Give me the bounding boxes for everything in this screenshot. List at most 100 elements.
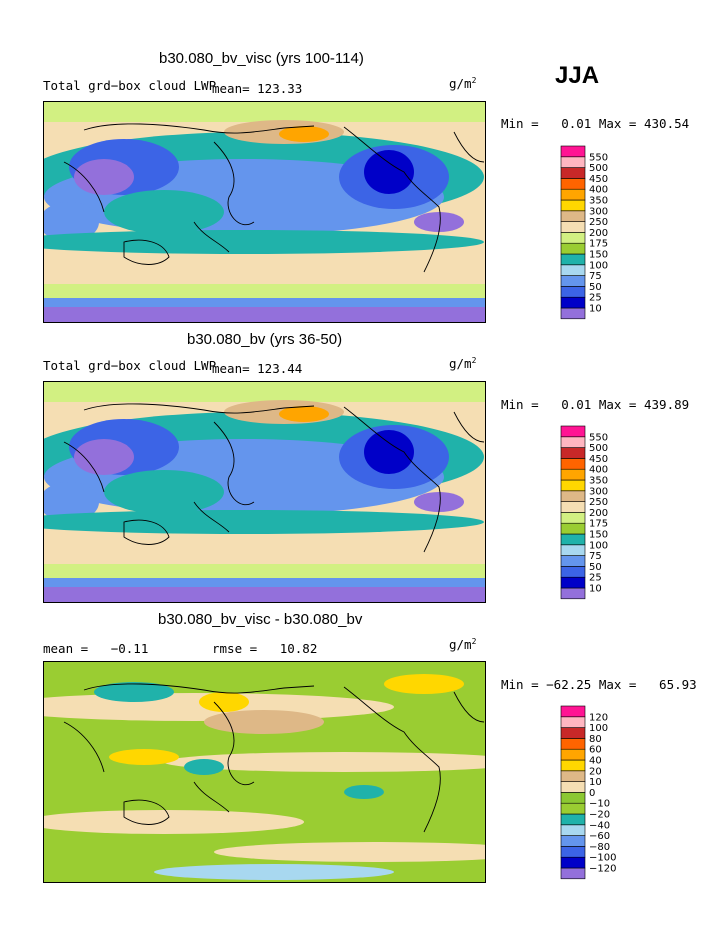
colorbar-label: 75 [589, 551, 602, 562]
colorbar-box [560, 867, 586, 880]
colorbar-label: 250 [589, 497, 608, 508]
colorbar-box [560, 716, 586, 728]
colorbar-box [560, 156, 586, 168]
colorbar-label: 150 [589, 530, 608, 541]
colorbar-box [560, 468, 586, 481]
colorbar-label: 300 [589, 486, 608, 497]
colorbar-box [560, 167, 586, 179]
colorbar-label: 175 [589, 239, 608, 250]
contour-region [414, 492, 464, 512]
colorbar-box [560, 221, 586, 233]
panel3-colorbar: −120 −100 −80 −60 −40 −20 −10 0 10 20 40 60 80 100 120 [560, 705, 616, 880]
colorbar-label: −60 [589, 831, 610, 842]
colorbar-box [560, 145, 586, 158]
colorbar-label: 0 [589, 788, 595, 799]
coastline [63, 441, 105, 493]
colorbar-label: 350 [589, 196, 608, 207]
coastline [453, 411, 485, 443]
contour-region [44, 382, 485, 402]
colorbar-box [560, 522, 586, 535]
colorbar-box [560, 544, 586, 556]
colorbar-box [560, 802, 586, 815]
colorbar-label: −40 [589, 820, 610, 831]
colorbar-box [560, 781, 586, 793]
panel2-colorbar: 10 25 50 75 100 150 175 200 250 300 350 400 450 500 55… [560, 425, 608, 600]
colorbar-label: 350 [589, 476, 608, 487]
colorbar-box [560, 286, 586, 298]
colorbar-label: −80 [589, 842, 610, 853]
colorbar-box [560, 792, 586, 804]
panel3-units: g/m [449, 637, 472, 653]
panel1-units-label: g/m2 [449, 76, 476, 91]
colorbar-box [560, 178, 586, 190]
panel2-title: b30.080_bv (yrs 36-50) [187, 331, 343, 348]
coastline [83, 123, 315, 134]
colorbar-label: 550 [589, 432, 608, 443]
colorbar-label: 10 [589, 584, 602, 595]
coastline [63, 721, 105, 773]
colorbar-label: 80 [589, 734, 602, 745]
colorbar-box [560, 490, 586, 502]
coastline [213, 701, 255, 785]
colorbar-label: 450 [589, 174, 608, 185]
colorbar-label: 200 [589, 228, 608, 239]
coastline [193, 781, 230, 813]
colorbar-box [560, 232, 586, 244]
contour-region [164, 752, 485, 772]
colorbar-label: 10 [589, 777, 602, 788]
colorbar-label: −120 [589, 864, 616, 875]
contour-region [94, 682, 174, 702]
colorbar-box [560, 264, 586, 276]
colorbar-box [560, 759, 586, 772]
panel2-variable-label: Total grd−box cloud LWP [43, 358, 217, 373]
contour-region [184, 759, 224, 775]
colorbar-box [560, 188, 586, 201]
contour-region [104, 190, 224, 234]
contour-region [154, 864, 394, 880]
colorbar-box [560, 296, 586, 309]
colorbar-label: 150 [589, 250, 608, 261]
contour-region [279, 126, 329, 142]
colorbar-box [560, 436, 586, 448]
contour-region [109, 749, 179, 765]
coastline [123, 239, 170, 265]
colorbar-box [560, 501, 586, 513]
colorbar-label: 20 [589, 766, 602, 777]
panel1-mean-label: mean= 123.33 [212, 81, 303, 96]
colorbar-box [560, 479, 586, 492]
panel3-minmax-stats: Min = −62.25 Max = 65.93 [501, 677, 697, 692]
coastline [63, 161, 105, 213]
colorbar-box [560, 242, 586, 255]
panel3-units-exp: 2 [471, 637, 477, 646]
colorbar-label: 400 [589, 465, 608, 476]
panel3-title: b30.080_bv_visc - b30.080_bv [158, 611, 363, 628]
colorbar-box [560, 770, 586, 782]
colorbar-box [560, 447, 586, 459]
colorbar-label: 25 [589, 573, 602, 584]
coastline [343, 686, 441, 833]
colorbar-label: −100 [589, 853, 616, 864]
panel1-units-exp: 2 [471, 76, 477, 85]
contour-region [384, 674, 464, 694]
colorbar-label: 25 [589, 293, 602, 304]
colorbar-label: 10 [589, 304, 602, 315]
contour-region [104, 470, 224, 514]
contour-region [199, 692, 249, 712]
colorbar-box [560, 512, 586, 524]
colorbar-label: 50 [589, 282, 602, 293]
panel2-units-label: g/m2 [449, 356, 476, 371]
colorbar-box [560, 566, 586, 578]
coastline [193, 221, 230, 253]
coastline [213, 421, 255, 505]
season-label: JJA [555, 62, 600, 89]
colorbar-box [560, 856, 586, 869]
colorbar-box [560, 835, 586, 847]
panel2-mean-label: mean= 123.44 [212, 361, 303, 376]
panel3-mean-label: mean = −0.11 [43, 641, 149, 656]
colorbar-box [560, 727, 586, 739]
contour-region [44, 810, 304, 834]
colorbar-box [560, 458, 586, 470]
panel1-map-field [44, 102, 485, 322]
coastline [193, 501, 230, 533]
panel2-minmax-stats: Min = 0.01 Max = 439.89 [501, 397, 690, 412]
